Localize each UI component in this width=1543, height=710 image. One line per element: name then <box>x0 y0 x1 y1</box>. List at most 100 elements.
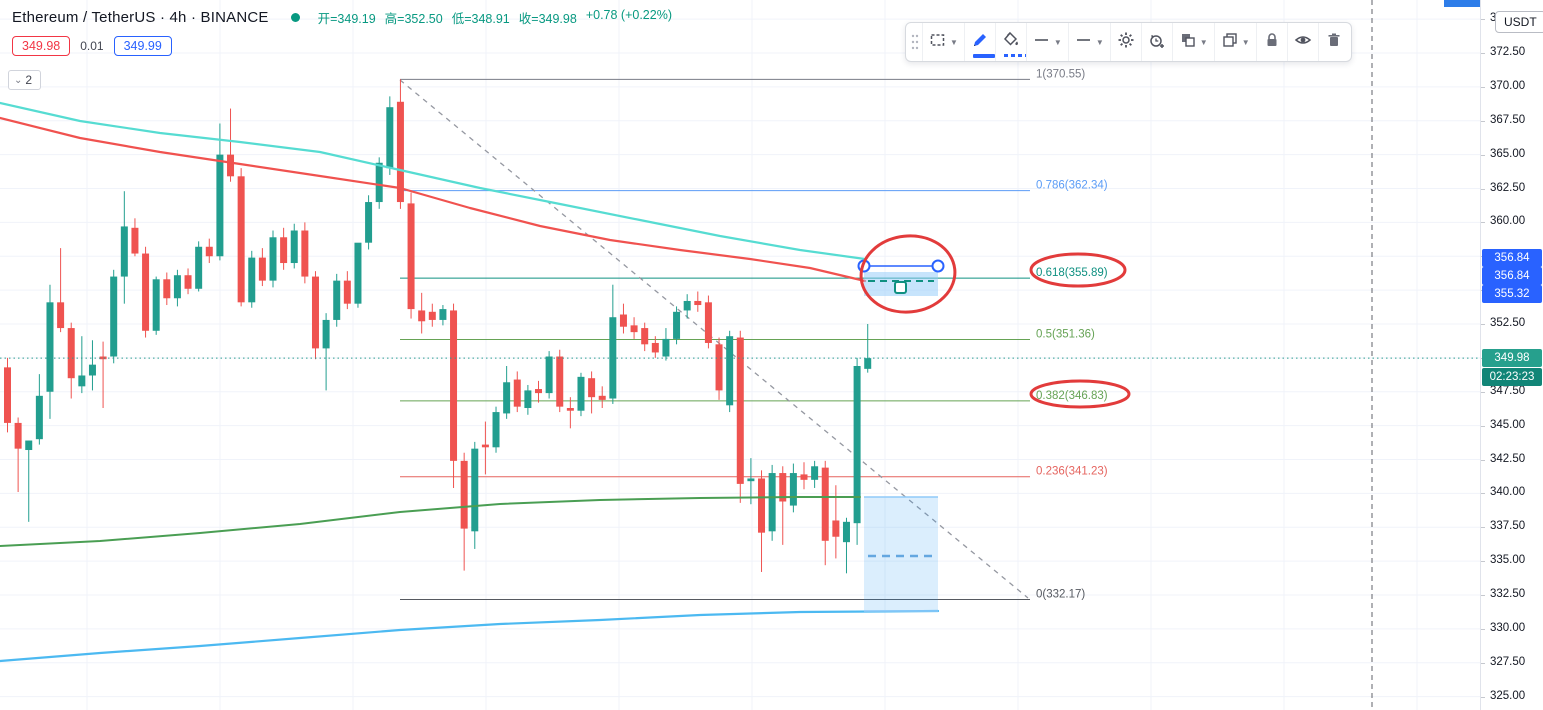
buy-price-button[interactable]: 349.99 <box>113 36 172 56</box>
add-alert-button[interactable] <box>1142 23 1173 61</box>
candle-body <box>365 202 373 243</box>
ma-blue-longest <box>0 609 940 663</box>
lock-button[interactable] <box>1257 23 1288 61</box>
currency-toggle-button[interactable]: USDT <box>1495 11 1543 33</box>
fib-label: 0.382(346.83) <box>1036 390 1108 402</box>
axis-tick-label: 367.50 <box>1490 113 1526 126</box>
clone-button[interactable]: ▼ <box>1215 23 1257 61</box>
caret-down-icon: ▼ <box>950 37 958 47</box>
axis-tick-label: 370.00 <box>1490 79 1526 92</box>
paint-bucket-icon <box>1002 31 1020 54</box>
candle-body <box>662 338 670 357</box>
countdown-badge: 02:23:23 <box>1482 368 1542 386</box>
axis-tick-mark <box>1481 19 1485 21</box>
candle-body <box>248 257 256 303</box>
draw-pencil-button[interactable] <box>965 23 996 61</box>
red-ellipse-annotation <box>859 234 957 314</box>
candle-body <box>25 440 33 451</box>
candle-body <box>173 275 181 299</box>
window-top-strip <box>1444 0 1507 7</box>
candle-body <box>407 203 415 310</box>
candle-body <box>78 375 86 387</box>
price-badge: 356.84 <box>1482 249 1542 267</box>
candle-body <box>768 473 776 532</box>
axis-tick-mark <box>1481 595 1485 596</box>
candle-body <box>641 328 649 345</box>
fib-label: 0.5(351.36) <box>1036 328 1095 340</box>
drag-handle[interactable] <box>908 23 923 61</box>
ma-red-slow <box>0 116 867 283</box>
candle-body <box>736 337 744 484</box>
ohlc-high: 高=352.50 <box>384 12 443 26</box>
candle-body <box>481 444 489 448</box>
selection-mode-button[interactable]: ▼ <box>923 23 965 61</box>
chart-canvas[interactable]: 1(370.55) 0.786(362.34) 0.618(355.89) 0.5(3… <box>0 0 1480 710</box>
axis-tick-mark <box>1481 188 1485 190</box>
candle-body <box>704 302 712 343</box>
candle-body <box>163 279 171 299</box>
delete-button[interactable] <box>1319 23 1349 61</box>
candle-body <box>152 279 160 331</box>
drag-handle-square[interactable] <box>894 281 907 294</box>
candle-body <box>673 311 681 339</box>
candle-body <box>35 395 43 440</box>
red-ellipse-annotation <box>1029 252 1127 288</box>
candle-body <box>694 300 702 306</box>
eye-icon <box>1294 31 1312 54</box>
axis-tick-mark <box>1481 493 1485 495</box>
axis-tick-label: 330.00 <box>1490 621 1526 634</box>
price-badge: 349.98 <box>1482 349 1542 367</box>
ma-cyan-fast <box>0 101 867 261</box>
pencil-icon <box>971 31 989 54</box>
layers-order-button[interactable]: ▼ <box>1173 23 1215 61</box>
market-status-icon <box>290 13 300 22</box>
axis-tick-label: 365.00 <box>1490 147 1526 160</box>
candle-body <box>619 314 627 327</box>
ohlc-change: +0.78 (+0.22%) <box>585 8 672 22</box>
candle-body <box>375 162 383 203</box>
candle-body <box>88 364 96 376</box>
drawings-tree-widget[interactable]: ⌄ 2 <box>8 70 42 90</box>
axis-tick-label: 335.00 <box>1490 554 1526 567</box>
candle-body <box>322 319 330 349</box>
fill-bucket-button[interactable] <box>996 23 1027 61</box>
spread-value: 0.01 <box>80 39 104 53</box>
candle-body <box>726 336 734 406</box>
candle-body <box>747 478 755 482</box>
axis-tick-label: 325.00 <box>1490 689 1526 702</box>
settings-button[interactable] <box>1111 23 1142 61</box>
price-axis[interactable]: 375.00372.50370.00367.50365.00362.50360.… <box>1480 0 1543 710</box>
axis-tick-label: 340.00 <box>1490 486 1526 499</box>
price-badge: 355.32 <box>1482 285 1542 303</box>
candle-body <box>14 422 22 449</box>
symbol-title[interactable]: Ethereum / TetherUS · 4h · BINANCE <box>12 9 269 26</box>
axis-tick-mark <box>1481 120 1485 122</box>
chart-legend: Ethereum / TetherUS · 4h · BINANCE 开=349… <box>12 8 672 56</box>
candle-body <box>311 276 319 349</box>
candle-body <box>503 382 511 414</box>
chevron-down-icon: ⌄ <box>14 74 23 86</box>
candle-body <box>651 342 659 353</box>
candle-body <box>142 253 150 331</box>
candle-body <box>131 227 139 254</box>
candle-body <box>216 154 224 257</box>
line-style-button[interactable]: ▼ <box>1069 23 1111 61</box>
lock-icon <box>1263 31 1281 54</box>
layers-icon <box>1179 31 1197 54</box>
axis-tick-label: 332.50 <box>1490 588 1526 600</box>
copy-icon <box>1221 31 1239 54</box>
drag-handle-circle[interactable] <box>931 259 945 273</box>
alarm-clock-plus-icon <box>1148 31 1166 54</box>
projection-box <box>864 497 938 611</box>
candle-body <box>120 226 128 277</box>
sell-price-button[interactable]: 349.98 <box>12 36 71 56</box>
candle-body <box>598 395 606 400</box>
axis-tick-mark <box>1481 527 1485 529</box>
line-thickness-button[interactable]: ▼ <box>1027 23 1069 61</box>
drawing-toolbar: ▼ ▼ ▼ ▼ ▼ <box>905 22 1352 62</box>
axis-tick-mark <box>1481 222 1485 224</box>
axis-tick-mark <box>1481 391 1485 393</box>
visibility-button[interactable] <box>1288 23 1319 61</box>
axis-tick-label: 345.00 <box>1490 418 1526 431</box>
candle-body <box>280 237 288 264</box>
